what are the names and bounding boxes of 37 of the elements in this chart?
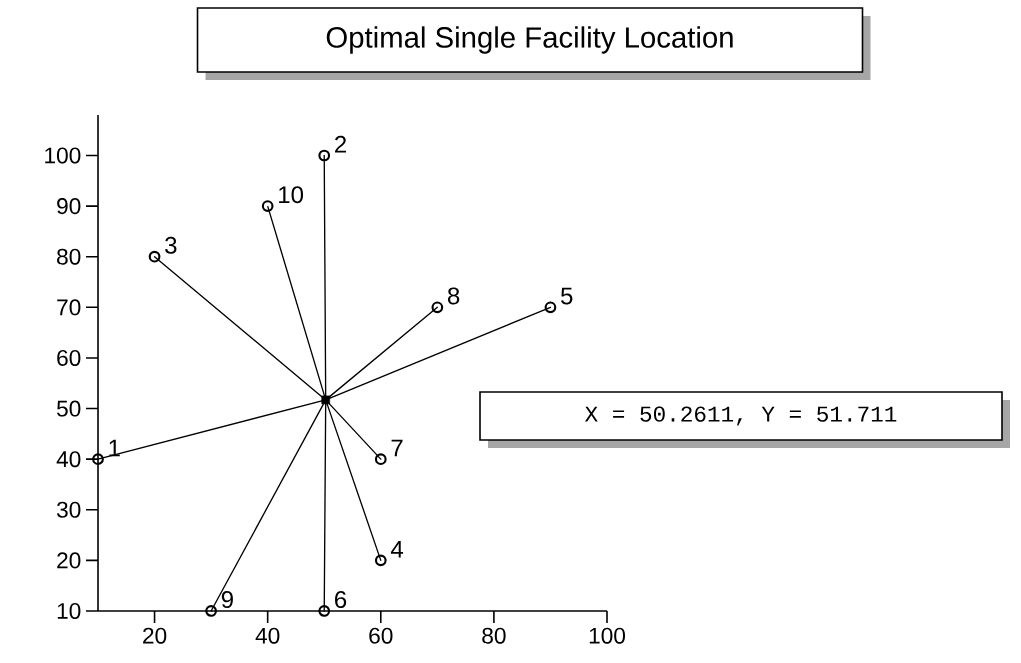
y-tick-label: 100	[45, 147, 81, 164]
point	[374, 453, 387, 466]
point	[205, 605, 217, 617]
point	[261, 200, 274, 212]
annotation: 7	[391, 439, 403, 457]
y-tick-label: 50	[56, 400, 81, 417]
point	[321, 395, 330, 405]
y-tick-label: 10	[57, 602, 81, 620]
annotation: 5	[561, 287, 573, 305]
point	[431, 301, 444, 314]
point	[374, 554, 387, 567]
point	[318, 605, 331, 617]
y-tick-label: 80	[57, 248, 81, 265]
point	[148, 250, 161, 263]
x-tick-label: 40	[255, 627, 280, 644]
point	[92, 453, 104, 466]
x-tick-label: 60	[369, 627, 393, 644]
y-tick-label: 90	[57, 198, 81, 215]
y-tick-label: 60	[57, 349, 81, 366]
x-tick-label: 20	[143, 627, 167, 644]
annotation: 3	[165, 236, 177, 254]
x-tick-label: 80	[482, 627, 506, 644]
annotation: 6	[335, 591, 347, 609]
annotation: 2	[335, 135, 346, 153]
annotation: 4	[390, 540, 404, 558]
y-tick-label: 40	[56, 451, 81, 468]
point	[544, 301, 557, 314]
y-tick-label: 20	[57, 552, 81, 569]
annotation: 9	[221, 591, 233, 609]
annotation: 8	[447, 287, 460, 305]
y-tick-label: 30	[56, 501, 81, 518]
y-tick-label: 70	[57, 299, 81, 316]
point	[318, 149, 331, 162]
chart-title: Optimal Single Facility Location	[326, 26, 733, 54]
annotation: 10	[279, 186, 304, 204]
annotation: X = 50.2611, Y = 51.711	[584, 406, 897, 426]
x-tick-label: 100	[589, 627, 626, 644]
